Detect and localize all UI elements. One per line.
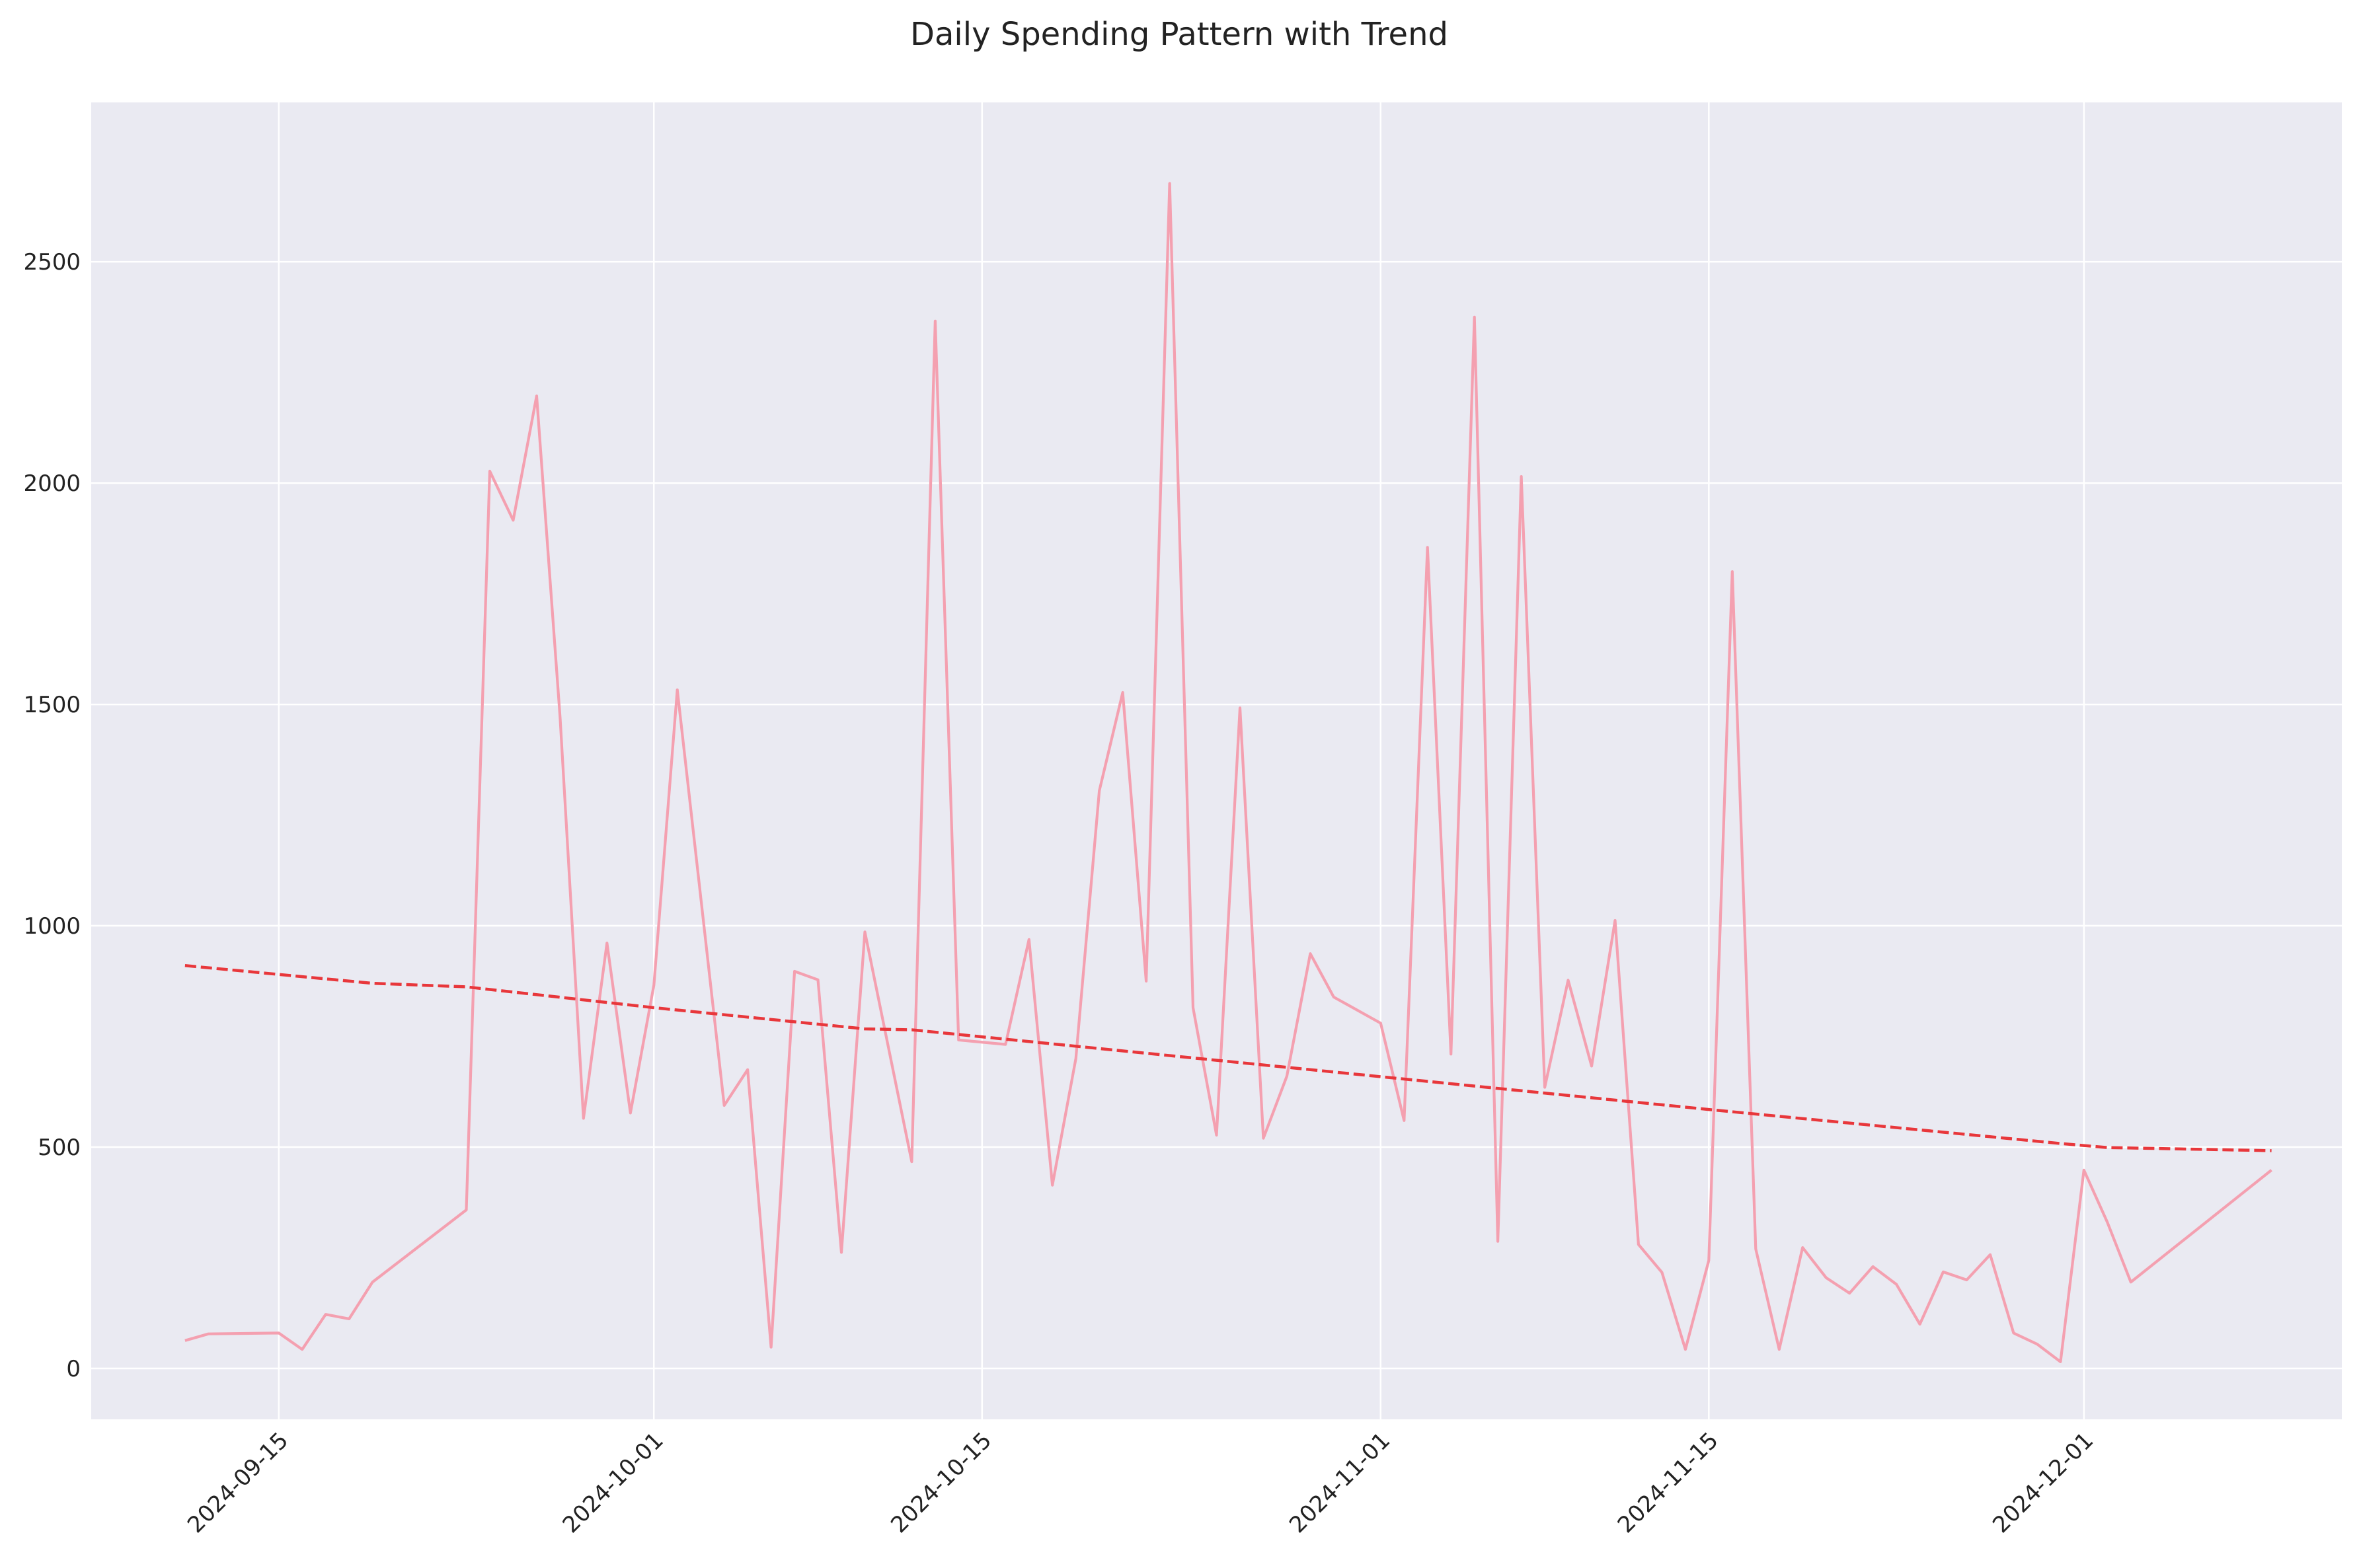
x-tick-label: 2024-10-01 [558,1427,669,1538]
x-tick-label: 2024-12-01 [1988,1427,2099,1538]
grid [91,102,2342,1419]
y-tick-label: 1500 [23,692,81,718]
x-tick-label: 2024-09-15 [182,1427,293,1538]
x-tick-label: 2024-10-15 [886,1427,997,1538]
y-tick-label: 2000 [23,470,81,497]
y-tick-label: 2500 [23,249,81,276]
y-tick-label: 1000 [23,913,81,940]
series-group [184,182,2272,1363]
y-tick-label: 500 [38,1135,81,1161]
x-tick-label: 2024-11-15 [1613,1427,1724,1538]
x-axis-ticks: 2024-09-15 2024-10-01 2024-10-15 2024-11-01… [182,1427,2099,1538]
plot-area [91,102,2342,1419]
trend-line [184,964,2272,1152]
x-tick-label: 2024-11-01 [1284,1427,1395,1538]
chart-title: Daily Spending Pattern with Trend [910,16,1448,53]
y-axis-ticks: 0 500 1000 1500 2000 2500 [23,249,81,1382]
y-tick-label: 0 [66,1356,81,1382]
